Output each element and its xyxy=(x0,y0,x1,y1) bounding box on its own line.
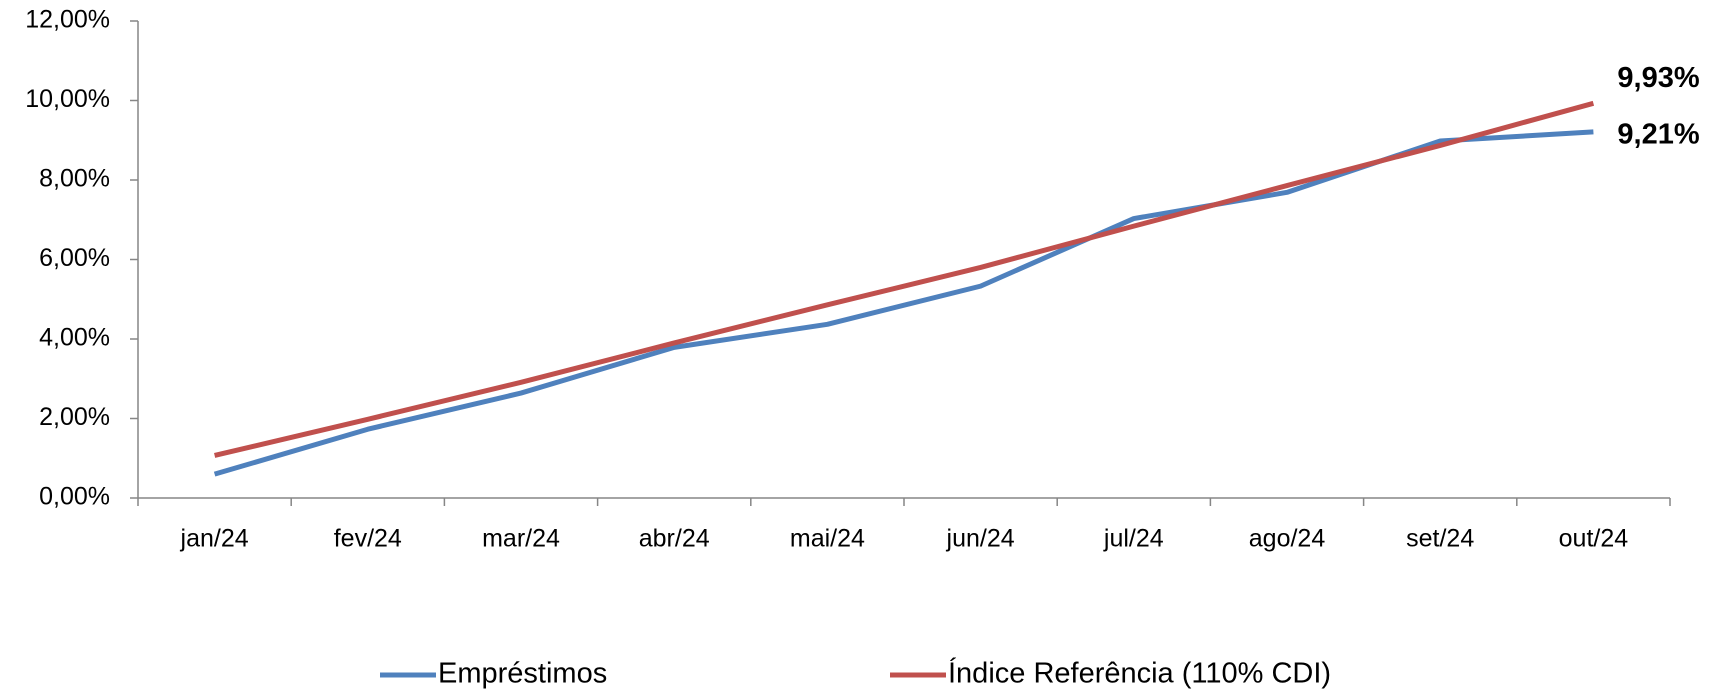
y-tick-label: 10,00% xyxy=(25,85,110,113)
x-tick-label: ago/24 xyxy=(1249,525,1326,553)
x-tick-label: mai/24 xyxy=(790,525,865,553)
value-label: 9,21% xyxy=(1617,119,1699,151)
y-tick-label: 0,00% xyxy=(39,483,110,511)
y-tick-label: 8,00% xyxy=(39,165,110,193)
series-line xyxy=(213,129,1594,477)
x-tick-label: jan/24 xyxy=(180,525,249,553)
y-tick-label: 12,00% xyxy=(25,6,110,34)
legend-label: Índice Referência (110% CDI) xyxy=(948,657,1331,690)
x-tick-label: abr/24 xyxy=(639,525,710,553)
x-tick-label: fev/24 xyxy=(334,525,402,553)
y-tick-label: 6,00% xyxy=(39,244,110,272)
x-tick-label: mar/24 xyxy=(482,525,560,553)
y-tick-label: 4,00% xyxy=(39,324,110,352)
legend-label: Empréstimos xyxy=(438,658,607,690)
value-label: 9,93% xyxy=(1617,62,1699,94)
x-tick-label: out/24 xyxy=(1559,525,1629,553)
y-tick-label: 2,00% xyxy=(39,403,110,431)
x-tick-label: jul/24 xyxy=(1103,525,1164,553)
series-line xyxy=(214,100,1595,458)
x-tick-label: set/24 xyxy=(1406,525,1474,553)
x-tick-label: jun/24 xyxy=(946,525,1015,553)
